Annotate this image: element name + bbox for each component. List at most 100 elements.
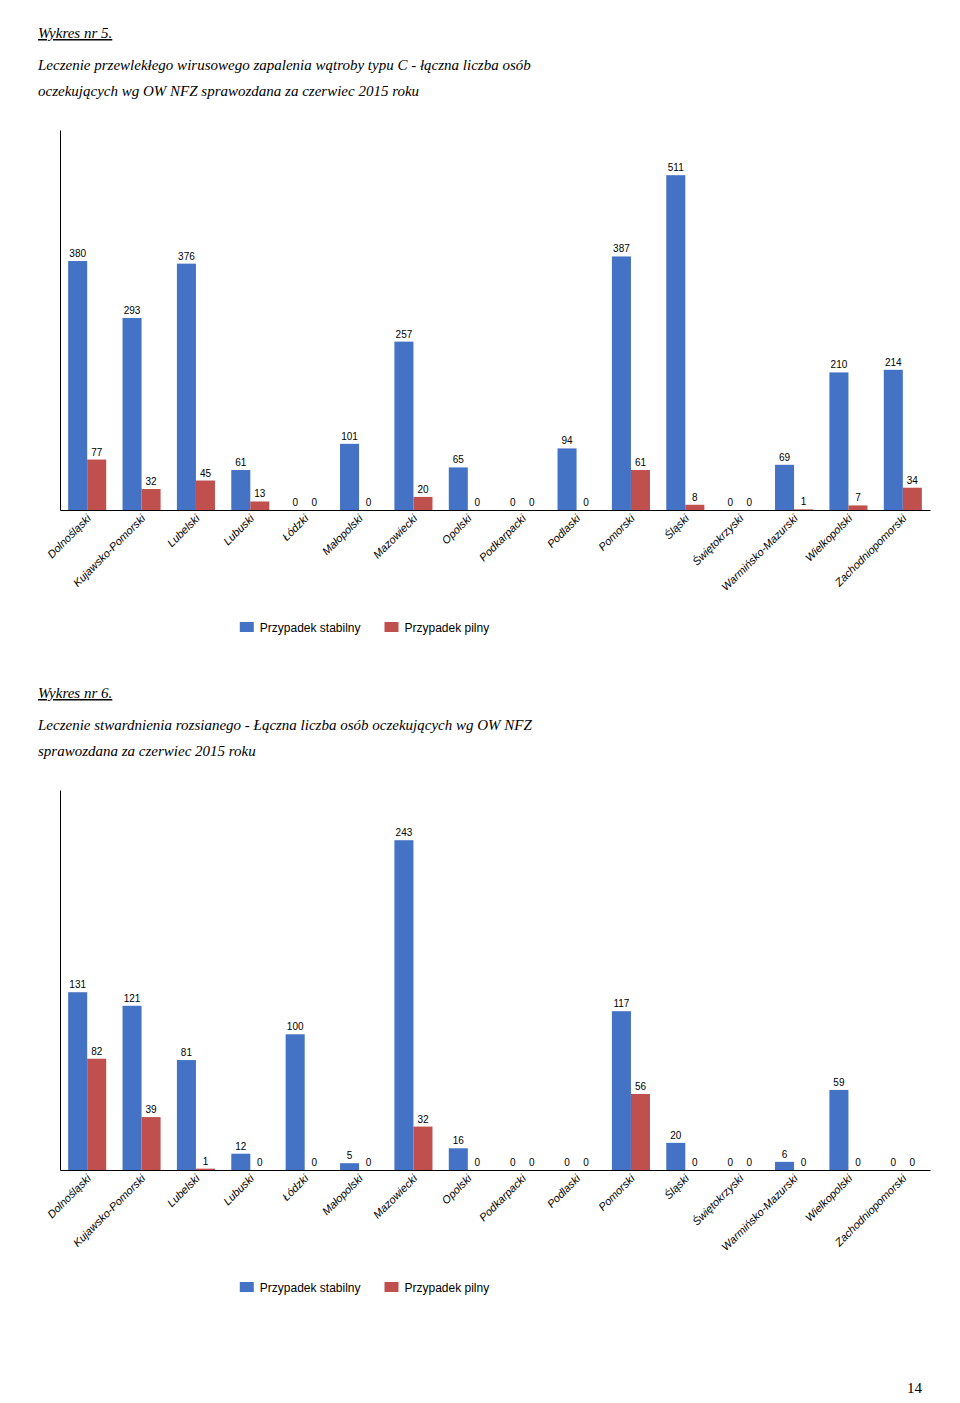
x-axis-line — [61, 1170, 931, 1171]
x-tick-label: Łódzki — [280, 1172, 311, 1203]
data-label: 100 — [287, 1021, 304, 1032]
x-tick: Warmińsko-Mazurski — [719, 1172, 800, 1253]
data-label: 1 — [203, 1156, 209, 1167]
bar — [612, 1011, 631, 1170]
bar — [449, 467, 468, 510]
data-label: 121 — [124, 993, 141, 1004]
data-label: 293 — [124, 305, 141, 316]
x-tick: Lubuski — [221, 512, 257, 548]
data-label: 7 — [855, 492, 861, 503]
bar — [68, 261, 87, 510]
plot: 1311218112100524316001172006590823910003… — [45, 791, 931, 1254]
data-label: 0 — [366, 1157, 372, 1168]
x-tick: Małopolski — [320, 512, 366, 558]
x-tick-label: Śląski — [662, 1172, 692, 1202]
legend-label: Przypadek stabilny — [260, 621, 361, 635]
x-tick: Zachodniopomorski — [832, 1172, 909, 1249]
series — [87, 1059, 650, 1170]
x-tick: Podkarpacki — [477, 512, 529, 564]
data-labels: 1311218112100524316001172006590823910003… — [69, 827, 915, 1168]
legend-swatch — [385, 622, 399, 632]
x-axis: DolnośląskiKujawsko-PomorskiLubelskiLubu… — [45, 511, 931, 594]
y-axis — [60, 131, 61, 511]
x-tick: Opolski — [439, 1172, 474, 1207]
title: Wykres nr 5. — [38, 25, 112, 41]
x-tick-label: Opolski — [439, 512, 474, 547]
data-label: 0 — [746, 1157, 752, 1168]
data-label: 56 — [635, 1081, 647, 1092]
data-label: 34 — [907, 475, 919, 486]
x-tick-label: Zachodniopomorski — [832, 512, 909, 589]
data-label: 0 — [510, 1157, 516, 1168]
bar — [394, 840, 413, 1170]
x-tick: Świętokrzyski — [690, 512, 746, 568]
x-tick-label: Dolnośląski — [45, 512, 94, 561]
legend-label: Przypadek pilny — [405, 1281, 490, 1295]
legend-swatch — [385, 1282, 399, 1292]
bar — [685, 505, 704, 510]
bar — [631, 1094, 650, 1170]
x-tick-label: Pomorski — [596, 512, 637, 553]
bar — [740, 1170, 759, 1171]
page: Wykres nr 5. Leczenie przewlekłego wiruso… — [0, 0, 960, 1403]
bar — [794, 1170, 813, 1171]
chart: Wykres nr 6.Leczenie stwardnienia rozsia… — [37, 685, 931, 1295]
bar — [286, 510, 305, 511]
x-tick-label: Wielkopolski — [803, 512, 855, 564]
bar — [775, 465, 794, 510]
bar — [829, 372, 848, 510]
bar — [142, 489, 161, 510]
data-label: 0 — [366, 497, 372, 508]
legend-item: Przypadek stabilny — [240, 621, 361, 635]
bar — [340, 444, 359, 510]
bar — [884, 1170, 903, 1171]
x-tick: Śląski — [662, 1172, 692, 1202]
series — [68, 175, 903, 510]
data-label: 12 — [235, 1141, 247, 1152]
x-tick-label: Dolnośląski — [45, 1172, 94, 1221]
x-tick-label: Wielkopolski — [803, 1172, 855, 1224]
x-tick-label: Podkarpacki — [477, 512, 529, 564]
bar — [631, 470, 650, 510]
legend-swatch — [240, 1282, 254, 1292]
subtitle: Leczenie przewlekłego wirusowego zapalen… — [37, 57, 531, 73]
legend-label: Przypadek stabilny — [260, 1281, 361, 1295]
bar — [305, 1170, 324, 1171]
bar — [558, 448, 577, 510]
annotation: 14 — [907, 1380, 923, 1396]
bar — [359, 510, 378, 511]
x-tick-label: Warmińsko-Mazurski — [719, 512, 800, 593]
data-label: 6 — [782, 1149, 788, 1160]
x-tick: Podlaski — [545, 512, 583, 550]
data-label: 0 — [529, 497, 535, 508]
x-tick-label: Małopolski — [320, 1172, 366, 1218]
data-label: 387 — [613, 243, 630, 254]
x-tick-label: Lubelski — [165, 1172, 202, 1209]
data-label: 45 — [200, 468, 212, 479]
x-tick: Łódzki — [280, 512, 311, 543]
bar — [468, 510, 487, 511]
x-tick: Lubelski — [165, 1172, 202, 1209]
data-label: 0 — [529, 1157, 535, 1168]
bar — [522, 1170, 541, 1171]
data-label: 61 — [635, 457, 647, 468]
bar — [775, 1162, 794, 1170]
data-label: 20 — [670, 1130, 682, 1141]
x-tick: Łódzki — [280, 1172, 311, 1203]
x-tick: Wielkopolski — [803, 1172, 855, 1224]
bar — [359, 1170, 378, 1171]
bar — [231, 470, 250, 510]
bar — [577, 510, 596, 511]
data-label: 257 — [396, 329, 413, 340]
data-label: 0 — [475, 497, 481, 508]
data-label: 0 — [910, 1157, 916, 1168]
legend: Przypadek stabilny Przypadek pilny — [240, 1281, 489, 1295]
data-label: 0 — [311, 497, 317, 508]
data-label: 32 — [417, 1114, 429, 1125]
x-tick-label: Warmińsko-Mazurski — [719, 1172, 800, 1253]
bar — [577, 1170, 596, 1171]
x-tick-label: Zachodniopomorski — [832, 1172, 909, 1249]
x-tick: Podlaski — [545, 1172, 583, 1210]
bar — [558, 1170, 577, 1171]
data-label: 0 — [257, 1157, 263, 1168]
